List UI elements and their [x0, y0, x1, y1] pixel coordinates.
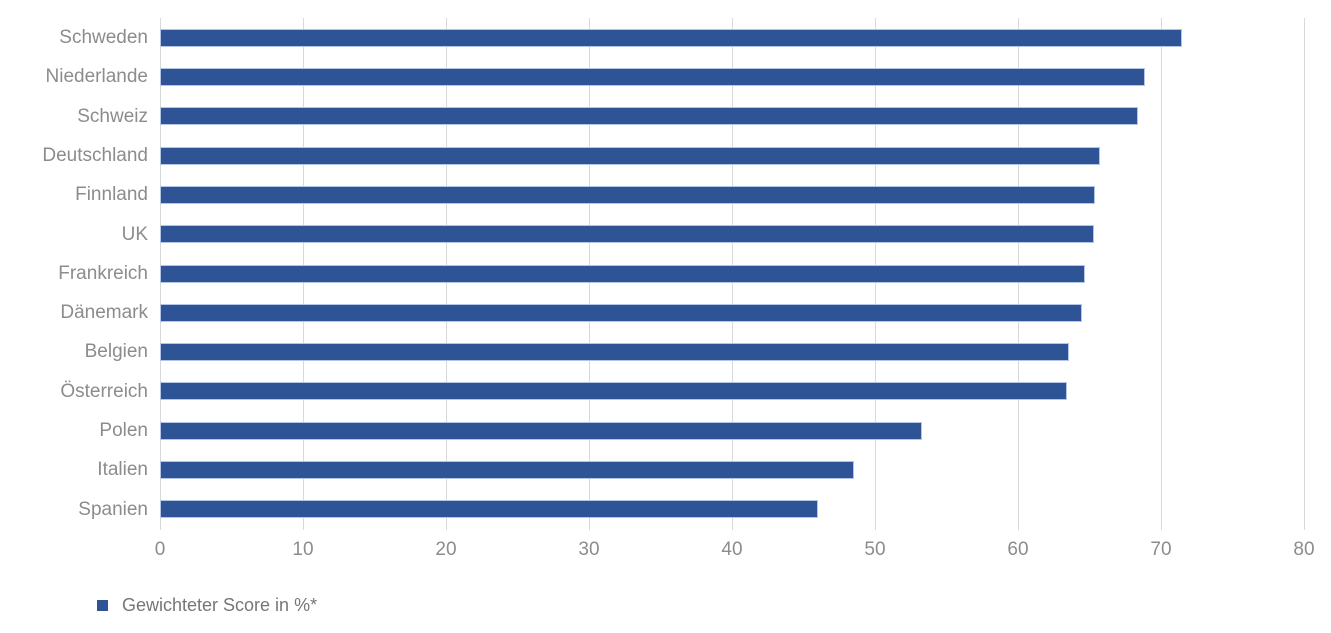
- bar: [160, 264, 1086, 283]
- bar: [160, 303, 1083, 322]
- category-label: Österreich: [60, 380, 148, 402]
- x-tick-label: 70: [1150, 539, 1172, 560]
- category-label: Dänemark: [60, 302, 148, 324]
- category-label: Spanien: [78, 498, 148, 520]
- x-tick-label: 30: [578, 539, 600, 560]
- category-label: Niederlande: [45, 66, 148, 88]
- x-tick-label: 0: [154, 539, 166, 560]
- category-label: UK: [121, 223, 148, 245]
- x-tick-label: 40: [721, 539, 743, 560]
- bar: [160, 225, 1094, 244]
- legend-label: Gewichteter Score in %*: [122, 595, 318, 615]
- x-tick-label: 50: [864, 539, 886, 560]
- bar: [160, 67, 1146, 86]
- category-label: Schweiz: [77, 105, 148, 127]
- x-tick-label: 10: [292, 539, 314, 560]
- category-label: Italien: [97, 459, 148, 481]
- x-tick-label: 80: [1293, 539, 1315, 560]
- category-label: Polen: [99, 420, 148, 442]
- bar: [160, 185, 1096, 204]
- category-label: Frankreich: [58, 262, 148, 284]
- category-label: Schweden: [59, 27, 148, 48]
- bar: [160, 500, 818, 519]
- plot-area: [160, 18, 1305, 530]
- bar: [160, 343, 1070, 362]
- bar: [160, 146, 1100, 165]
- bar: [160, 382, 1067, 401]
- legend: Gewichteter Score in %*: [97, 595, 317, 616]
- category-label: Finnland: [75, 184, 148, 206]
- legend-swatch-icon: [97, 600, 108, 611]
- category-label: Belgien: [84, 341, 148, 363]
- bar: [160, 421, 923, 440]
- gridline: [1304, 18, 1305, 530]
- bar: [160, 461, 854, 480]
- x-tick-label: 60: [1007, 539, 1029, 560]
- gridline: [1161, 18, 1162, 530]
- bar: [160, 28, 1183, 47]
- x-tick-label: 20: [435, 539, 457, 560]
- bar: [160, 107, 1139, 126]
- category-label: Deutschland: [42, 144, 148, 166]
